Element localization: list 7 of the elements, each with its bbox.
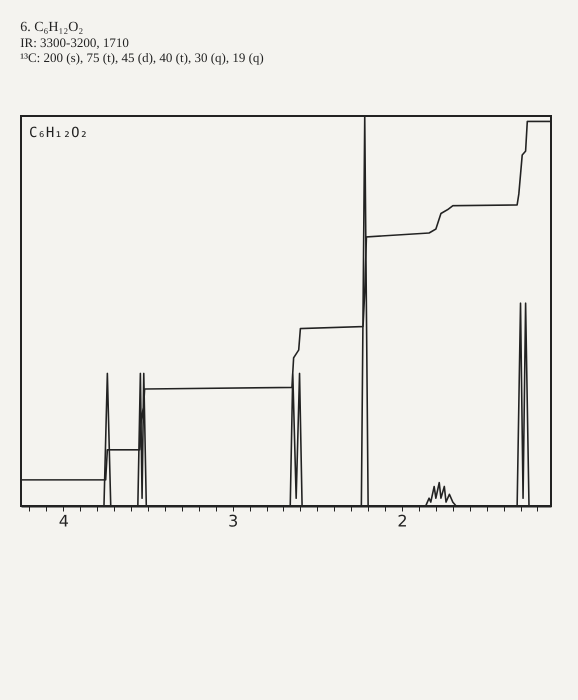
x-tick-label: 4 — [58, 512, 69, 530]
chart-title: 6. C₆H₁₂O₂ — [20, 20, 84, 36]
chart-subtitle: IR: 3300-3200, 1710 — [20, 35, 129, 50]
x-tick-label: 3 — [228, 512, 238, 530]
annotation: C₆H₁₂O₂ — [29, 125, 88, 141]
x-tick-label: 2 — [397, 512, 408, 530]
text: ¹³C: 200 (s), 75 (t), 45 (d), 40 (t), 30 (q), 19 (q) — [20, 50, 264, 66]
